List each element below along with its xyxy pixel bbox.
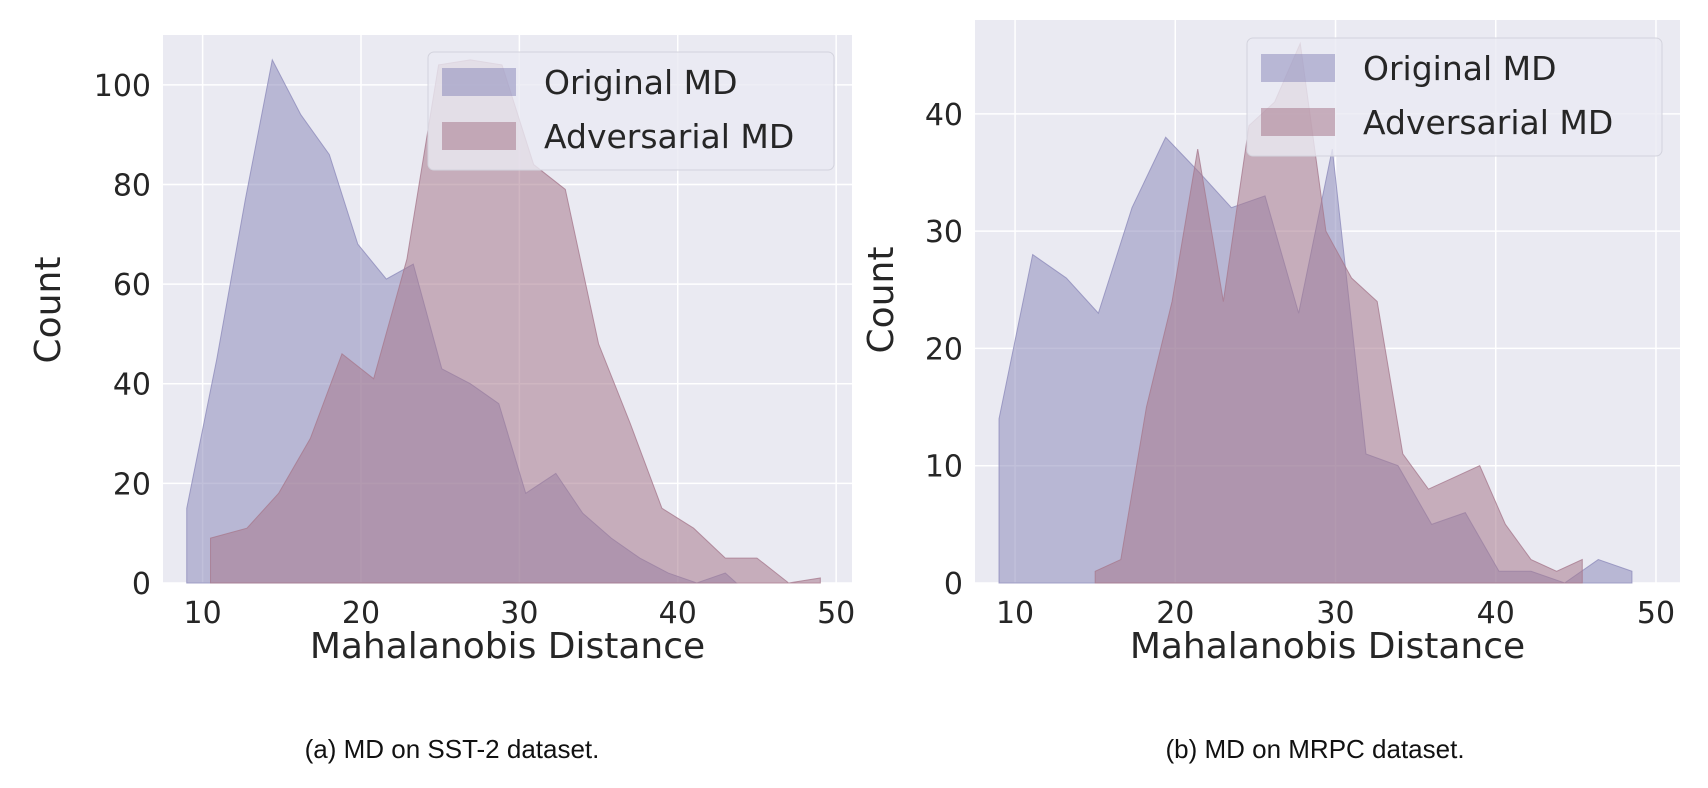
x-tick-label: 20: [1156, 596, 1194, 631]
legend-label-original: Original MD: [1363, 49, 1557, 88]
legend-swatch-adversarial: [442, 122, 516, 150]
x-tick-label: 50: [1637, 596, 1675, 631]
y-tick-label: 0: [132, 567, 151, 602]
x-tick-label: 30: [1316, 596, 1354, 631]
x-tick-label: 30: [500, 596, 538, 631]
chart-panel-b: 10 20 30 40 50 0 10 20 30 40 Mahalanobis Distance…: [861, 20, 1680, 764]
y-tick-label: 20: [925, 332, 963, 367]
tick-labels: 10 20 30 40 50 0 10 20 30 40: [925, 98, 1675, 631]
legend-frame: [1246, 37, 1663, 157]
y-tick-label: 80: [113, 168, 151, 203]
legend-frame: [427, 51, 835, 171]
x-tick-label: 20: [342, 596, 380, 631]
x-axis-label: Mahalanobis Distance: [1130, 626, 1525, 667]
y-tick-label: 20: [113, 467, 151, 502]
y-tick-label: 0: [944, 567, 963, 602]
x-axis-label: Mahalanobis Distance: [310, 626, 705, 667]
legend: Original MD Adversarial MD: [1246, 37, 1663, 157]
x-tick-label: 50: [817, 596, 855, 631]
x-tick-label: 10: [996, 596, 1034, 631]
tick-labels: 10 20 30 40 50 0 20 40 60 80 100: [94, 69, 856, 631]
x-tick-label: 40: [659, 596, 697, 631]
y-tick-label: 40: [925, 98, 963, 133]
series-areas: [998, 41, 1633, 584]
area-adversarial-md: [1094, 41, 1583, 584]
legend: Original MD Adversarial MD: [427, 51, 835, 171]
y-axis-label: Count: [28, 257, 69, 364]
y-axis-label: Count: [861, 247, 902, 354]
y-tick-label: 100: [94, 69, 151, 104]
legend-swatch-original: [1261, 54, 1335, 82]
y-tick-label: 60: [113, 268, 151, 303]
x-tick-label: 40: [1477, 596, 1515, 631]
legend-label-original: Original MD: [544, 63, 738, 102]
legend-label-adversarial: Adversarial MD: [1363, 103, 1613, 142]
y-tick-label: 10: [925, 450, 963, 485]
legend-swatch-original: [442, 68, 516, 96]
legend-swatch-adversarial: [1261, 108, 1335, 136]
y-tick-label: 30: [925, 215, 963, 250]
caption: (a) MD on SST-2 dataset.: [305, 734, 600, 764]
x-tick-label: 10: [184, 596, 222, 631]
legend-label-adversarial: Adversarial MD: [544, 117, 794, 156]
caption: (b) MD on MRPC dataset.: [1165, 734, 1464, 764]
y-tick-label: 40: [113, 368, 151, 403]
chart-panel-a: 10 20 30 40 50 0 20 40 60 80 100 Mahalanobis Dista…: [28, 35, 855, 764]
